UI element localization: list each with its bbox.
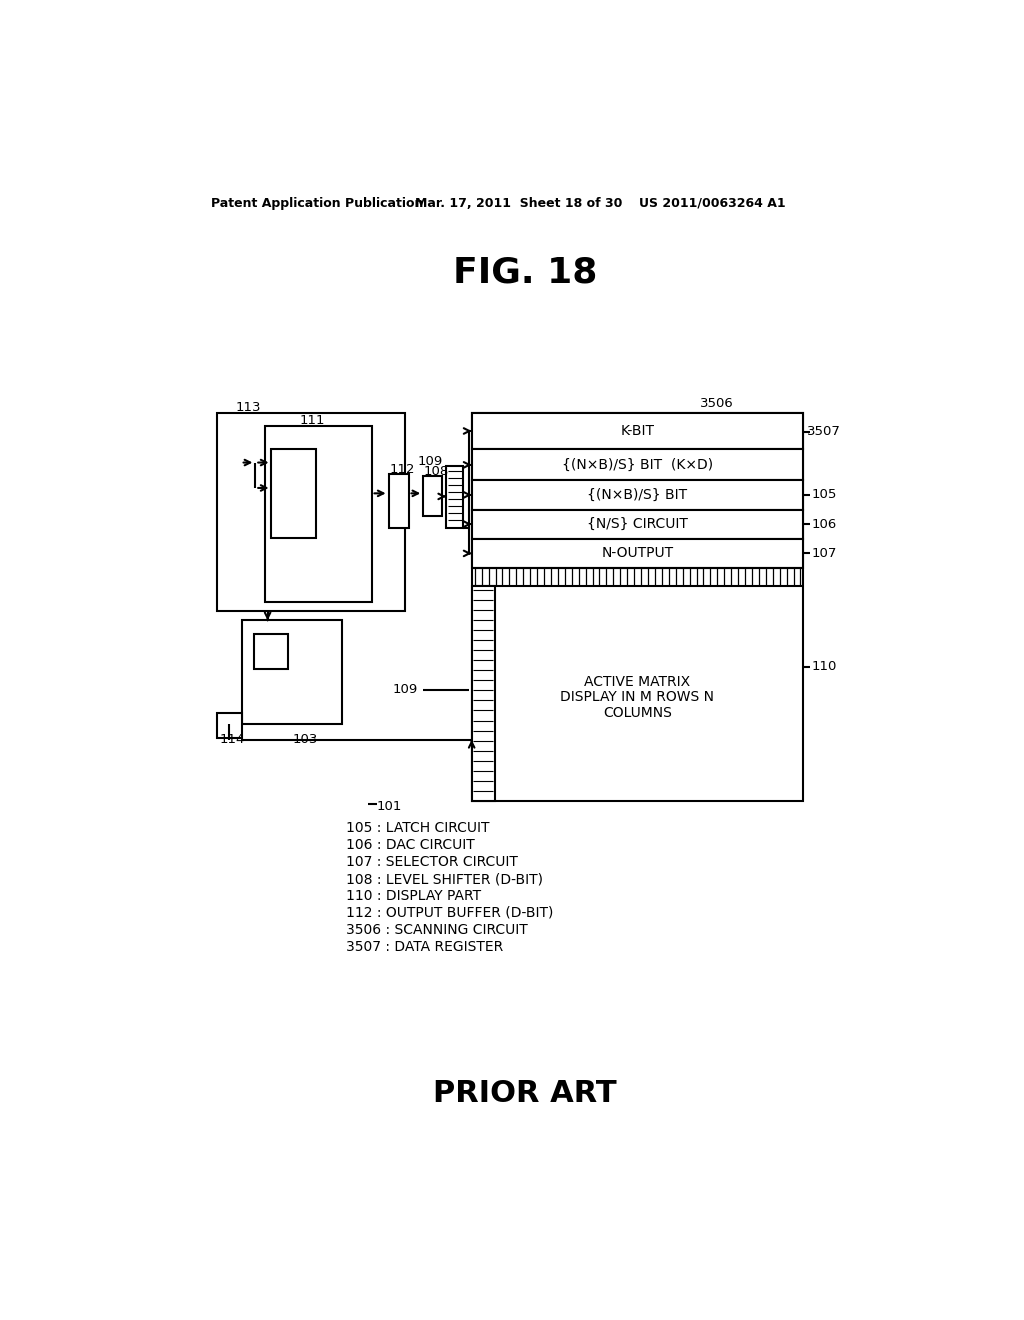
Bar — [446, 466, 463, 528]
Bar — [217, 412, 404, 611]
Text: 107 : SELECTOR CIRCUIT: 107 : SELECTOR CIRCUIT — [346, 855, 518, 869]
Text: 106 : DAC CIRCUIT: 106 : DAC CIRCUIT — [346, 838, 475, 853]
Bar — [472, 586, 495, 801]
Text: Mar. 17, 2011  Sheet 18 of 30: Mar. 17, 2011 Sheet 18 of 30 — [416, 197, 623, 210]
Text: 105 : LATCH CIRCUIT: 105 : LATCH CIRCUIT — [346, 821, 489, 836]
Text: 110 : DISPLAY PART: 110 : DISPLAY PART — [346, 890, 481, 903]
Text: 107: 107 — [811, 546, 837, 560]
Bar — [423, 477, 442, 516]
Bar — [271, 449, 316, 539]
Text: 112 : OUTPUT BUFFER (D-BIT): 112 : OUTPUT BUFFER (D-BIT) — [346, 906, 554, 920]
Text: 110: 110 — [811, 660, 837, 673]
Text: PRIOR ART: PRIOR ART — [433, 1080, 616, 1109]
Bar — [472, 510, 803, 539]
Text: 3506 : SCANNING CIRCUIT: 3506 : SCANNING CIRCUIT — [346, 923, 528, 937]
Text: 101: 101 — [377, 800, 402, 813]
Bar — [472, 449, 803, 480]
Text: N-OUTPUT: N-OUTPUT — [601, 546, 674, 561]
Text: {(N×B)/S} BIT  (K×D): {(N×B)/S} BIT (K×D) — [561, 458, 713, 471]
Text: 105: 105 — [811, 488, 837, 502]
Bar — [254, 635, 289, 669]
Text: US 2011/0063264 A1: US 2011/0063264 A1 — [639, 197, 785, 210]
Text: 3506: 3506 — [700, 397, 734, 409]
Text: 109: 109 — [418, 454, 443, 467]
Bar — [472, 480, 803, 510]
Bar — [243, 620, 342, 725]
Text: 111: 111 — [300, 413, 325, 426]
Bar — [388, 474, 409, 528]
Text: ACTIVE MATRIX: ACTIVE MATRIX — [584, 675, 690, 689]
Text: 113: 113 — [236, 400, 261, 413]
Text: 3507 : DATA REGISTER: 3507 : DATA REGISTER — [346, 940, 504, 954]
Text: Patent Application Publication: Patent Application Publication — [211, 197, 424, 210]
Bar — [472, 539, 803, 568]
Bar — [217, 713, 243, 738]
Text: K-BIT: K-BIT — [621, 424, 654, 438]
Bar — [472, 412, 803, 449]
Text: 108: 108 — [424, 465, 450, 478]
Bar — [472, 412, 803, 801]
Text: {(N×B)/S} BIT: {(N×B)/S} BIT — [587, 488, 687, 502]
Text: FIG. 18: FIG. 18 — [453, 255, 597, 289]
Text: 112: 112 — [390, 463, 416, 477]
Text: 109: 109 — [392, 684, 418, 696]
Text: 114: 114 — [219, 733, 245, 746]
Text: COLUMNS: COLUMNS — [603, 706, 672, 719]
Bar — [265, 426, 372, 602]
Text: DISPLAY IN M ROWS N: DISPLAY IN M ROWS N — [560, 690, 714, 705]
Text: 3507: 3507 — [807, 425, 841, 438]
Text: 108 : LEVEL SHIFTER (D-BIT): 108 : LEVEL SHIFTER (D-BIT) — [346, 873, 543, 886]
Text: 103: 103 — [292, 733, 317, 746]
Text: 106: 106 — [811, 517, 837, 531]
Text: {N/S} CIRCUIT: {N/S} CIRCUIT — [587, 517, 688, 531]
